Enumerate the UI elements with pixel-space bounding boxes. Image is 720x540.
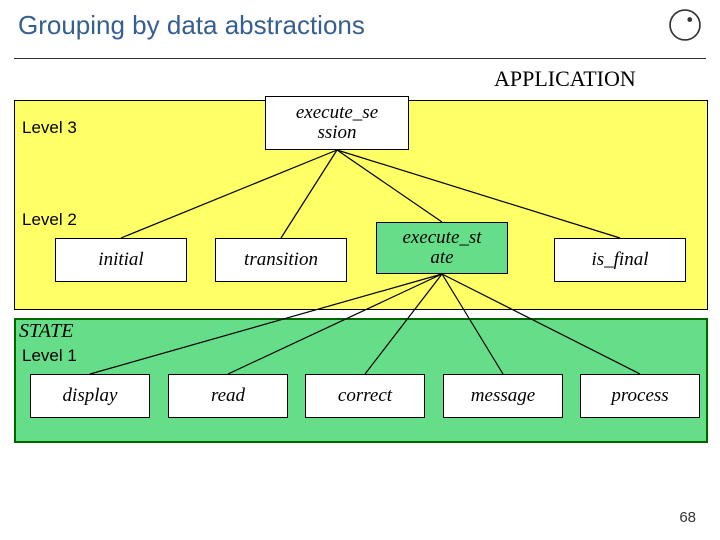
node-transition: transition (215, 238, 347, 282)
node-message: message (443, 374, 563, 418)
node-display: display (30, 374, 150, 418)
node-execute-state: execute_state (376, 222, 508, 274)
logo-icon (668, 8, 702, 42)
page-title: Grouping by data abstractions (18, 10, 365, 41)
level-3-label: Level 3 (22, 118, 77, 138)
title-rule (14, 58, 706, 59)
level-1-label: Level 1 (22, 346, 77, 366)
node-correct: correct (305, 374, 425, 418)
node-execute-session: execute_session (265, 96, 409, 150)
state-label: STATE (19, 320, 73, 343)
level-2-label: Level 2 (22, 210, 77, 230)
node-is-final: is_final (554, 238, 686, 282)
node-initial: initial (55, 238, 187, 282)
page-number: 68 (679, 509, 696, 526)
node-read: read (168, 374, 288, 418)
application-label: APPLICATION (494, 66, 636, 92)
node-process: process (580, 374, 700, 418)
slide: Grouping by data abstractions APPLICATIO… (0, 0, 720, 540)
